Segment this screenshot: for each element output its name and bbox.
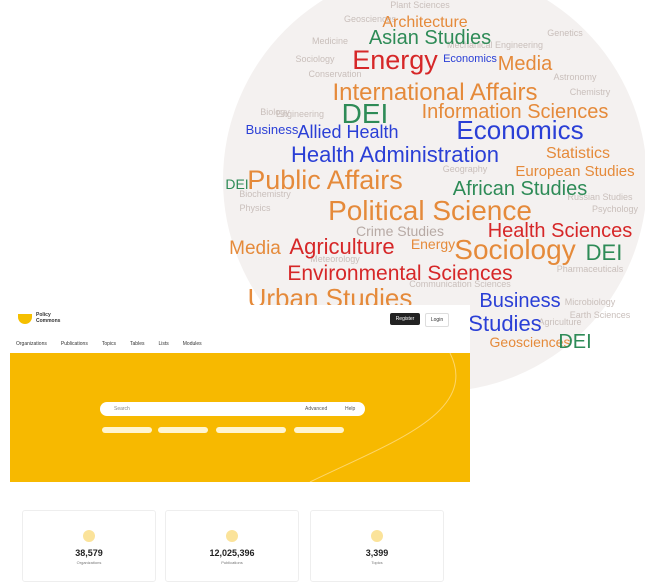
- word: Media: [498, 53, 553, 75]
- word: Plant Sciences: [390, 0, 450, 10]
- stat-number: 38,579: [23, 548, 155, 558]
- word: Medicine: [312, 36, 348, 46]
- word: DEI: [225, 176, 248, 192]
- word: Psychology: [592, 204, 639, 214]
- help-link[interactable]: Help: [345, 402, 355, 416]
- word: Allied Health: [297, 122, 398, 142]
- nav-link[interactable]: Modules: [183, 341, 202, 347]
- chip[interactable]: [158, 427, 208, 433]
- page: Plant Sciences Geosciences Medicine Mech…: [0, 0, 645, 580]
- word: Business: [479, 290, 560, 312]
- logo-icon: [18, 314, 32, 324]
- word: Chemistry: [570, 87, 611, 97]
- stat-label: Topics: [311, 560, 443, 565]
- stat-number: 3,399: [311, 548, 443, 558]
- word: Agriculture: [538, 317, 581, 327]
- word: Sociology: [295, 54, 335, 64]
- register-button[interactable]: Register: [390, 313, 420, 325]
- nav-link[interactable]: Publications: [61, 341, 88, 347]
- stat-label: Organizations: [23, 560, 155, 565]
- nav-link[interactable]: Tables: [130, 341, 144, 347]
- icon: [371, 530, 383, 542]
- word: DEI: [558, 331, 591, 353]
- word: Studies: [468, 311, 541, 336]
- website-screenshot: Policy Commons Register Login Organizati…: [10, 305, 470, 580]
- nav: Organizations Publications Topics Tables…: [16, 341, 202, 347]
- advanced-link[interactable]: Advanced: [305, 402, 327, 416]
- word: Health Administration: [291, 142, 499, 167]
- logo-text[interactable]: Policy Commons: [36, 312, 56, 324]
- chip[interactable]: [294, 427, 344, 433]
- word: Sociology: [454, 234, 575, 265]
- word: Microbiology: [565, 297, 616, 307]
- word: Economics: [456, 115, 583, 145]
- stat-card[interactable]: 38,579 Organizations: [22, 510, 156, 582]
- stat-label: Publications: [166, 560, 298, 565]
- word: Energy: [411, 236, 455, 252]
- word: Environmental Sciences: [287, 262, 512, 285]
- hero-curve: [10, 353, 470, 482]
- stat-card[interactable]: 12,025,396 Publications: [165, 510, 299, 582]
- hero: Search Advanced Help: [10, 353, 470, 482]
- login-button[interactable]: Login: [425, 313, 449, 327]
- chip[interactable]: [216, 427, 286, 433]
- search-placeholder: Search: [114, 402, 130, 416]
- chip[interactable]: [102, 427, 152, 433]
- stat-number: 12,025,396: [166, 548, 298, 558]
- nav-link[interactable]: Lists: [158, 341, 168, 347]
- word: Agriculture: [289, 234, 394, 259]
- word: Energy: [352, 45, 438, 75]
- nav-link[interactable]: Organizations: [16, 341, 47, 347]
- search-bar[interactable]: Search Advanced Help: [100, 402, 365, 416]
- word: Pharmaceuticals: [557, 264, 624, 274]
- icon: [83, 530, 95, 542]
- word: Genetics: [547, 28, 583, 38]
- word: Media: [229, 238, 281, 259]
- word: Business: [246, 122, 299, 137]
- word: Physics: [239, 203, 271, 213]
- word: DEI: [586, 240, 623, 265]
- header: Policy Commons Register Login Organizati…: [10, 305, 470, 353]
- word: Public Affairs: [247, 165, 403, 195]
- word: Engineering: [276, 109, 324, 119]
- word: Astronomy: [553, 72, 597, 82]
- nav-link[interactable]: Topics: [102, 341, 116, 347]
- word: Economics: [443, 53, 497, 65]
- stat-card[interactable]: 3,399 Topics: [310, 510, 444, 582]
- icon: [226, 530, 238, 542]
- word: Statistics: [546, 145, 610, 162]
